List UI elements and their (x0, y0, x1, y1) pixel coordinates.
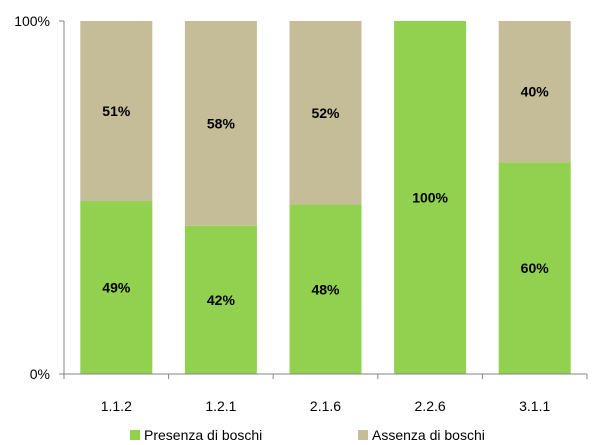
y-tick-label: 100% (14, 13, 50, 29)
bar-2-2-6-series-1 (394, 21, 467, 374)
legend-label: Assenza di boschi (372, 427, 485, 443)
data-label-3-1-1-series-1: 60% (521, 260, 550, 276)
x-tick-label: 2.2.6 (415, 398, 446, 414)
bar-2-1-6-series-2 (289, 21, 362, 205)
data-labels-layer: 49% 51% 42% 58% 48% 52% 100% 60% 40% (102, 84, 549, 308)
data-label-1-1-2-series-2: 51% (102, 103, 131, 119)
bar-1-1-2-series-2 (80, 21, 153, 202)
y-tick-label: 0% (30, 366, 50, 382)
bar-1-1-2-series-1 (80, 201, 153, 374)
bar-3-1-1-series-1 (498, 162, 571, 374)
legend-swatch (358, 430, 368, 440)
data-label-1-1-2-series-1: 49% (102, 280, 131, 296)
data-label-2-1-6-series-1: 48% (311, 281, 340, 297)
x-tick-label: 1.2.1 (205, 398, 236, 414)
data-label-2-2-6-series-1: 100% (412, 190, 448, 206)
x-tick-label: 2.1.6 (310, 398, 341, 414)
data-label-2-1-6-series-2: 52% (311, 105, 340, 121)
data-label-3-1-1-series-2: 40% (521, 84, 550, 100)
bar-1-2-1-series-1 (184, 225, 257, 374)
bars-layer (80, 21, 571, 374)
data-label-1-2-1-series-2: 58% (207, 115, 236, 131)
legend-item-1: Presenza di boschi (130, 427, 262, 443)
data-label-1-2-1-series-1: 42% (207, 292, 236, 308)
legend-item-2: Assenza di boschi (358, 427, 485, 443)
bar-2-1-6-series-1 (289, 204, 362, 374)
legend-label: Presenza di boschi (144, 427, 262, 443)
x-tick-label: 3.1.1 (519, 398, 550, 414)
legend: Presenza di boschi Assenza di boschi (130, 427, 485, 443)
bar-1-2-1-series-2 (184, 21, 257, 226)
x-tick-label: 1.1.2 (101, 398, 132, 414)
bar-3-1-1-series-2 (498, 21, 571, 163)
axes-layer: 1.1.2 1.2.1 2.1.6 2.2.6 3.1.1 100% 0% (14, 13, 588, 414)
legend-swatch (130, 430, 140, 440)
